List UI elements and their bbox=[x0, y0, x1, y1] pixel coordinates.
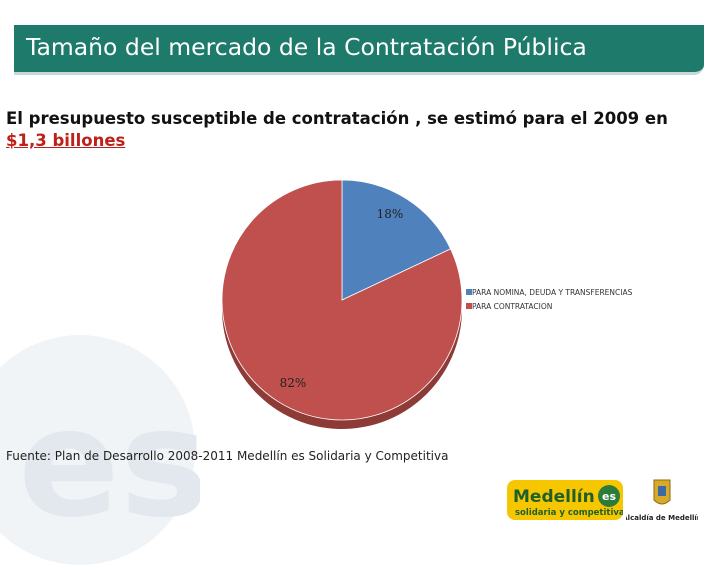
svg-text:es: es bbox=[602, 490, 616, 503]
title-bar: Tamaño del mercado de la Contratación Pú… bbox=[14, 25, 704, 75]
alcaldia-logo: Alcaldía de Medellín bbox=[626, 479, 698, 522]
svg-text:es: es bbox=[18, 377, 200, 551]
logo-medellin-tagline: solidaria y competitiva bbox=[515, 508, 623, 518]
logo-medellin-text: Medellín bbox=[513, 487, 595, 507]
subtitle-text: El presupuesto susceptible de contrataci… bbox=[6, 109, 668, 128]
slide-subtitle: El presupuesto susceptible de contrataci… bbox=[6, 108, 718, 152]
logo-alcaldia-text: Alcaldía de Medellín bbox=[626, 514, 698, 522]
slide-title: Tamaño del mercado de la Contratación Pú… bbox=[26, 33, 587, 61]
legend-swatch-1 bbox=[466, 289, 472, 295]
legend-swatch-2 bbox=[466, 303, 472, 309]
pie-chart: 18% 82% PARA NOMINA, DEUDA Y TRANSFERENCI… bbox=[221, 179, 633, 430]
legend-label-1: PARA NOMINA, DEUDA Y TRANSFERENCIAS bbox=[472, 288, 633, 297]
chart-legend: PARA NOMINA, DEUDA Y TRANSFERENCIAS PARA … bbox=[466, 288, 633, 311]
legend-label-2: PARA CONTRATACION bbox=[472, 302, 552, 311]
source-note: Fuente: Plan de Desarrollo 2008-2011 Med… bbox=[6, 449, 449, 463]
subtitle-amount: $1,3 billones bbox=[6, 131, 126, 150]
pie-slice-1 bbox=[341, 179, 452, 301]
pie-data-label-2: 82% bbox=[280, 376, 307, 390]
pie-data-label-1: 18% bbox=[377, 207, 404, 221]
watermark-es-logo: es bbox=[0, 335, 200, 565]
pie-slice-2 bbox=[221, 179, 463, 421]
medellin-logo: Medellín solidaria y competitiva es bbox=[507, 480, 623, 520]
